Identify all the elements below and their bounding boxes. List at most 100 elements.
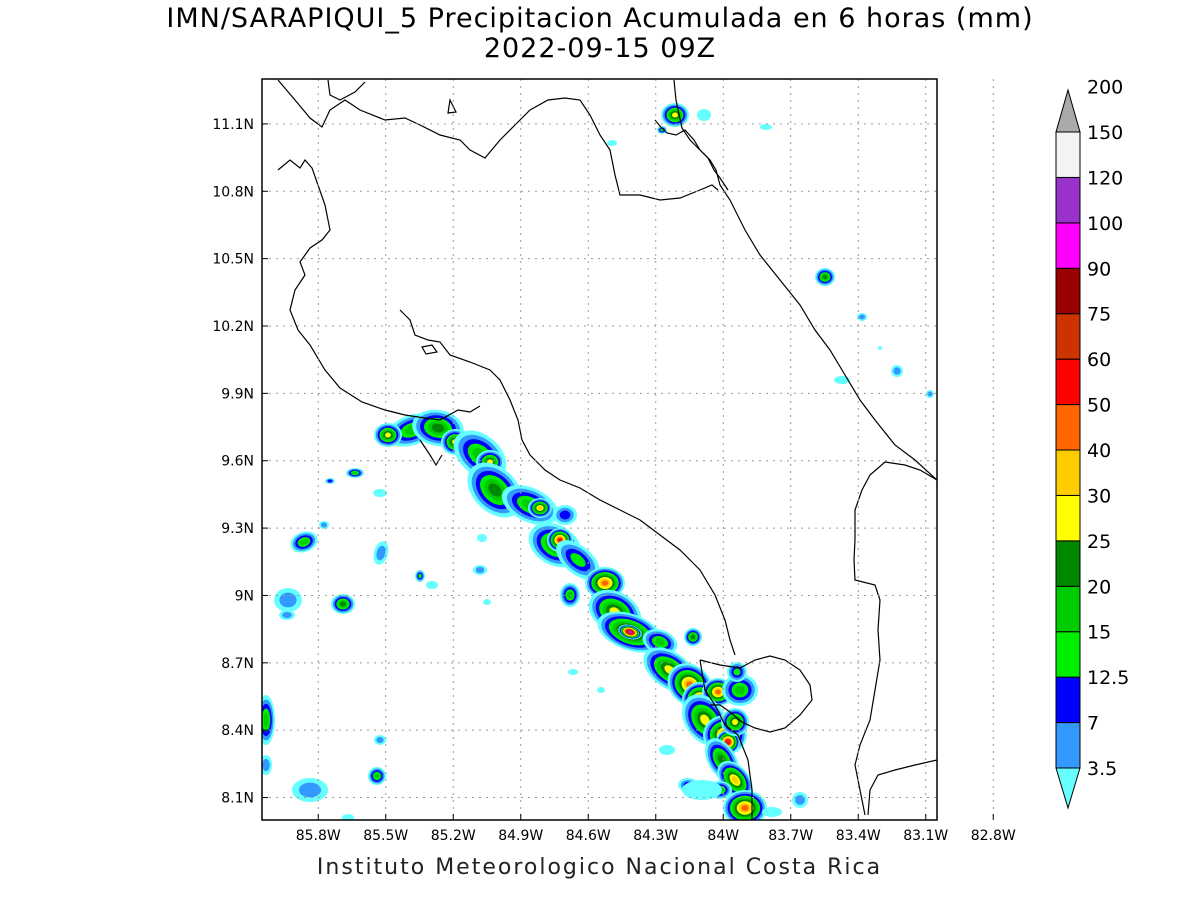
legend-label: 3.5 xyxy=(1087,758,1117,780)
precip-cell xyxy=(607,140,617,146)
legend-label: 15 xyxy=(1087,622,1111,644)
precip-contour xyxy=(733,668,741,676)
precip-cell xyxy=(368,767,386,785)
legend-swatch xyxy=(1055,494,1081,542)
legend-label: 200 xyxy=(1087,77,1123,99)
precip-contour xyxy=(483,599,491,605)
legend-label: 75 xyxy=(1087,304,1111,326)
legend-swatch xyxy=(1055,767,1081,810)
precip-contour xyxy=(426,581,438,589)
precip-cell xyxy=(374,735,386,745)
x-tick-label: 84.9W xyxy=(498,828,543,844)
precip-cell xyxy=(642,629,678,655)
x-tick-label: 84.6W xyxy=(566,828,611,844)
precip-contour xyxy=(822,274,828,280)
precip-cell xyxy=(597,687,605,693)
precip-contour xyxy=(385,432,391,438)
precipitation-field xyxy=(262,103,934,820)
precip-contour xyxy=(300,538,308,546)
precip-cell xyxy=(426,581,438,589)
precip-cell xyxy=(373,541,389,565)
precip-cell xyxy=(477,534,487,542)
precip-cell xyxy=(342,814,354,820)
precip-contour xyxy=(282,611,292,619)
precip-contour xyxy=(682,780,722,800)
y-tick-label: 10.5N xyxy=(212,252,254,268)
y-tick-label: 10.8N xyxy=(212,184,254,200)
precip-cell xyxy=(274,588,302,612)
x-tick-label: 83.7W xyxy=(768,828,813,844)
precip-cell xyxy=(585,567,625,599)
legend-label: 12.5 xyxy=(1087,667,1129,689)
y-tick-label: 8.4N xyxy=(221,723,254,739)
precip-contour xyxy=(672,112,678,118)
precip-cell xyxy=(415,570,425,582)
precip-cell xyxy=(762,807,782,817)
precip-contour xyxy=(927,391,933,397)
precip-contour xyxy=(834,376,850,384)
legend-label: 90 xyxy=(1087,258,1111,280)
legend-label: 150 xyxy=(1087,122,1123,144)
precip-cell xyxy=(926,390,934,398)
precip-contour xyxy=(893,367,901,375)
precip-cell xyxy=(262,695,275,745)
coastline-borders xyxy=(277,79,937,820)
precip-contour xyxy=(607,140,617,146)
legend-swatch xyxy=(1055,131,1081,178)
precip-contour xyxy=(597,687,605,693)
precip-contour xyxy=(373,489,387,497)
precip-contour xyxy=(726,740,730,744)
lat-lon-grid xyxy=(262,79,994,820)
precip-contour xyxy=(342,814,354,820)
precip-contour xyxy=(762,807,782,817)
precip-contour xyxy=(537,506,543,510)
legend-label: 20 xyxy=(1087,576,1111,598)
map-subtitle-datetime: 2022-09-15 09Z xyxy=(483,33,717,64)
precip-cell xyxy=(682,780,722,800)
precip-cell xyxy=(721,708,749,736)
y-tick-label: 10.2N xyxy=(212,319,254,335)
precip-contour xyxy=(340,601,346,607)
legend-label: 30 xyxy=(1087,485,1111,507)
legend-label: 25 xyxy=(1087,531,1111,553)
precip-cell xyxy=(661,103,689,127)
precip-cell xyxy=(325,478,335,484)
precip-cell xyxy=(697,109,711,121)
legend-label: 40 xyxy=(1087,440,1111,462)
precip-cell xyxy=(727,662,747,682)
precip-cell xyxy=(346,468,364,478)
precip-contour xyxy=(741,805,749,811)
credit-text: Instituto Meteorologico Nacional Costa R… xyxy=(316,855,883,880)
precip-contour xyxy=(795,795,805,805)
precip-cell xyxy=(553,505,577,525)
x-tick-label: 82.8W xyxy=(971,828,1016,844)
precip-contour xyxy=(655,638,665,646)
longitude-tick-labels: 85.8W 85.5W 85.2W 84.9W 84.6W 84.3W 84W 83.7W 83… xyxy=(296,814,1016,844)
precip-contour xyxy=(320,522,328,528)
legend-swatch xyxy=(1055,313,1081,360)
precip-cell xyxy=(373,489,387,497)
precip-contour xyxy=(732,719,738,725)
precip-cell xyxy=(834,376,850,384)
precip-contour xyxy=(263,712,269,728)
precip-cell xyxy=(618,624,642,640)
precip-contour xyxy=(731,776,739,784)
precip-cell xyxy=(792,792,808,808)
precip-contour xyxy=(878,346,882,350)
precip-contour xyxy=(858,314,866,320)
legend-label: 60 xyxy=(1087,349,1111,371)
precip-cell xyxy=(815,268,835,286)
precip-contour xyxy=(760,124,772,130)
precip-contour xyxy=(376,736,384,744)
precip-cell xyxy=(857,313,867,321)
legend-swatch xyxy=(1055,267,1081,315)
precip-cell xyxy=(760,124,772,130)
x-tick-label: 85.8W xyxy=(296,828,341,844)
precip-contour xyxy=(697,109,711,121)
x-tick-label: 84W xyxy=(707,828,739,844)
precip-contour xyxy=(558,538,562,542)
y-tick-label: 8.7N xyxy=(221,656,254,672)
precip-contour xyxy=(475,566,485,574)
precip-cell xyxy=(528,498,552,518)
